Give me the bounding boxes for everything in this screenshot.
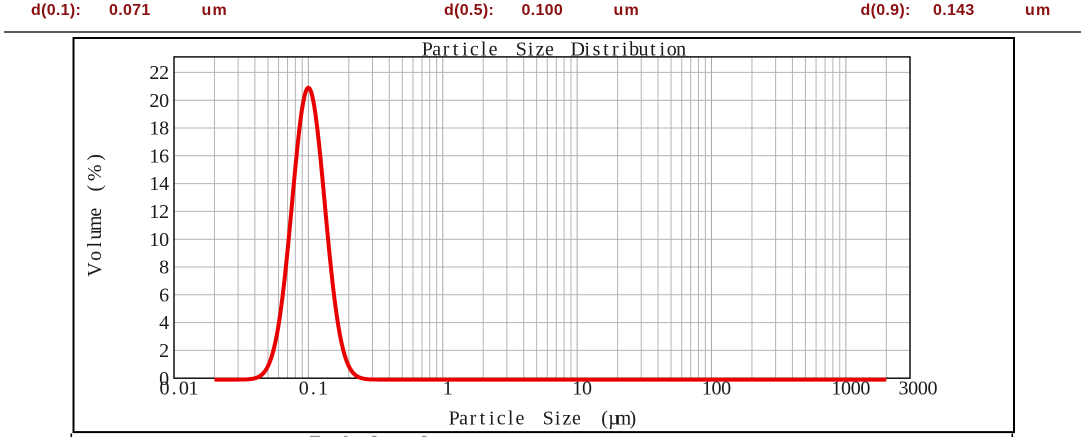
svg-text:ParticleSize(µm): ParticleSize(µm) bbox=[449, 407, 636, 429]
svg-text:e: e bbox=[84, 208, 106, 217]
svg-text:%: % bbox=[84, 164, 106, 181]
svg-text:3000: 3000 bbox=[899, 378, 938, 400]
svg-text:ParticleSizeDistribution: ParticleSizeDistribution bbox=[422, 39, 686, 61]
svg-text:0.1: 0.1 bbox=[299, 378, 328, 400]
svg-text:2: 2 bbox=[159, 340, 169, 362]
svg-text:8: 8 bbox=[159, 257, 169, 279]
svg-text:14: 14 bbox=[149, 173, 169, 195]
svg-text:): ) bbox=[84, 154, 106, 161]
svg-text:u: u bbox=[84, 230, 106, 240]
svg-text:22: 22 bbox=[149, 62, 169, 84]
svg-text:m: m bbox=[84, 215, 106, 231]
svg-text:20: 20 bbox=[149, 90, 169, 112]
svg-text:12: 12 bbox=[149, 201, 169, 223]
svg-text:6: 6 bbox=[159, 284, 169, 306]
svg-text:18: 18 bbox=[149, 118, 169, 140]
svg-text:16: 16 bbox=[149, 145, 169, 167]
svg-text:10: 10 bbox=[572, 378, 592, 400]
svg-text:4: 4 bbox=[159, 312, 169, 334]
svg-text:100: 100 bbox=[702, 378, 731, 400]
svg-text:(: ( bbox=[84, 185, 106, 192]
svg-text:1: 1 bbox=[443, 378, 453, 400]
svg-text:V: V bbox=[84, 262, 106, 277]
svg-text:l: l bbox=[84, 241, 106, 247]
svg-text:10: 10 bbox=[149, 229, 169, 251]
svg-text:1000: 1000 bbox=[831, 378, 870, 400]
svg-text:0.01: 0.01 bbox=[160, 378, 199, 400]
svg-text:o: o bbox=[84, 251, 106, 261]
svg-text:0: 0 bbox=[159, 368, 169, 390]
